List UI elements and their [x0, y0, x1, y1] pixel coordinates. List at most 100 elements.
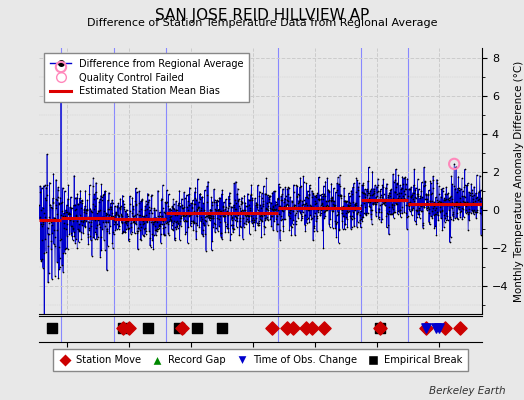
Point — [114, 226, 123, 232]
Point — [83, 214, 92, 221]
Point — [376, 186, 385, 192]
Point — [197, 207, 205, 213]
Point — [334, 192, 342, 199]
Point — [456, 214, 464, 220]
Point — [117, 212, 126, 218]
Point — [176, 218, 184, 224]
Point — [156, 220, 165, 227]
Point — [474, 199, 483, 206]
Point — [305, 182, 314, 188]
Point — [88, 216, 96, 222]
Point — [419, 183, 428, 189]
Point — [237, 224, 245, 231]
Point — [403, 226, 411, 232]
Point — [344, 190, 353, 196]
Point — [171, 219, 180, 225]
Point — [248, 220, 256, 226]
Point — [435, 207, 444, 214]
Point — [139, 213, 148, 219]
Point — [393, 200, 401, 207]
Point — [266, 216, 275, 223]
Point — [146, 243, 155, 250]
Point — [64, 196, 72, 202]
Point — [100, 214, 108, 220]
Point — [81, 223, 89, 230]
Point — [344, 206, 353, 212]
Point — [120, 206, 128, 212]
Point — [130, 219, 138, 225]
Point — [168, 226, 176, 232]
Point — [107, 206, 115, 213]
Point — [81, 203, 89, 209]
Point — [247, 217, 256, 223]
Point — [374, 182, 382, 188]
Point — [289, 204, 298, 211]
Point — [436, 194, 445, 200]
Point — [291, 221, 300, 227]
Point — [301, 222, 309, 228]
Point — [347, 215, 356, 222]
Point — [230, 202, 238, 208]
Point — [159, 225, 168, 232]
Point — [436, 208, 444, 215]
Point — [53, 227, 61, 233]
Point — [117, 203, 125, 210]
Point — [358, 189, 366, 195]
Point — [312, 218, 320, 224]
Point — [166, 216, 174, 222]
Point — [156, 209, 164, 215]
Point — [283, 186, 291, 192]
Point — [400, 209, 408, 215]
Point — [171, 237, 179, 244]
Point — [215, 208, 224, 214]
Point — [335, 192, 344, 198]
Point — [454, 185, 462, 192]
Point — [326, 196, 335, 203]
Point — [268, 206, 276, 212]
Point — [66, 217, 74, 224]
Point — [425, 221, 434, 228]
Point — [154, 226, 162, 232]
Point — [471, 198, 479, 204]
Point — [154, 213, 162, 219]
Point — [215, 206, 223, 212]
Point — [191, 189, 199, 195]
Point — [320, 208, 328, 215]
Point — [428, 205, 436, 212]
Point — [252, 211, 260, 217]
Point — [211, 221, 220, 227]
Point — [67, 222, 75, 229]
Point — [255, 219, 263, 226]
Point — [387, 186, 396, 192]
Point — [368, 201, 377, 207]
Point — [185, 202, 193, 208]
Point — [271, 202, 280, 208]
Point — [339, 203, 347, 210]
Point — [45, 220, 53, 227]
Point — [386, 193, 395, 199]
Point — [466, 200, 474, 206]
Point — [321, 178, 330, 185]
Point — [110, 231, 118, 238]
Point — [267, 213, 275, 220]
Point — [135, 188, 144, 194]
Point — [69, 226, 78, 232]
Point — [296, 197, 304, 204]
Point — [241, 212, 249, 218]
Point — [183, 240, 192, 246]
Point — [349, 198, 357, 205]
Point — [297, 183, 305, 189]
Point — [340, 213, 348, 220]
Point — [132, 185, 140, 192]
Point — [88, 216, 96, 223]
Point — [114, 212, 122, 218]
Point — [309, 228, 318, 235]
Point — [41, 214, 49, 220]
Point — [195, 210, 203, 216]
Point — [44, 279, 52, 286]
Point — [318, 201, 326, 207]
Point — [333, 218, 341, 225]
Point — [102, 219, 111, 225]
Point — [100, 208, 108, 214]
Point — [155, 212, 163, 219]
